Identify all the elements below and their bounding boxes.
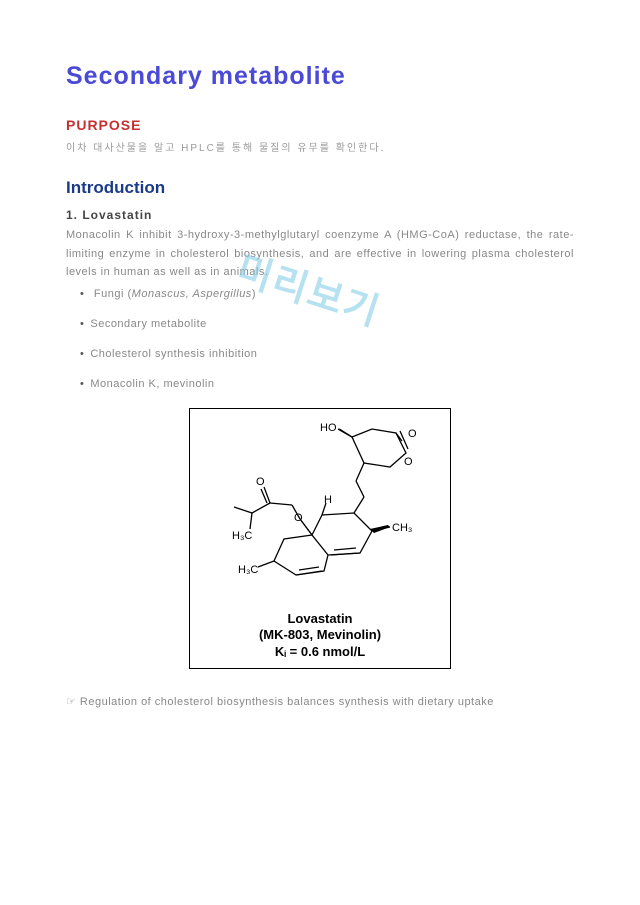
list-item: Fungi (Monascus, Aspergillus) [80,288,574,300]
caption-line: Kᵢ = 0.6 nmol/L [204,644,436,660]
list-item: Cholesterol synthesis inhibition [80,348,574,360]
purpose-heading: PURPOSE [66,117,574,133]
intro-body: Monacolin K inhibit 3-hydroxy-3-methylgl… [66,226,574,282]
caption-line: Lovastatin [204,611,436,627]
chemical-structure: HO O O O O H₃C H₃C CH₃ H [204,419,436,607]
chem-label-ch3: CH₃ [392,522,412,534]
footnote: ☞ Regulation of cholesterol biosynthesis… [66,695,574,708]
figure: HO O O O O H₃C H₃C CH₃ H Lovastatin (MK-… [66,408,574,669]
chem-label-o: O [408,428,417,440]
list-item: Secondary metabolite [80,318,574,330]
page-title: Secondary metabolite [66,62,574,91]
bullet-text: Fungi ( [94,288,132,300]
figure-box: HO O O O O H₃C H₃C CH₃ H Lovastatin (MK-… [189,408,451,669]
chem-label-o: O [404,456,413,468]
purpose-text: 이차 대사산물을 알고 HPLC를 통해 물질의 유무를 확인한다. [66,139,574,154]
bullet-text-italic: Monascus, Aspergillus [132,288,252,300]
document-page: 미리보기 Secondary metabolite PURPOSE 이차 대사산… [0,0,640,905]
list-item: Monacolin K, mevinolin [80,378,574,390]
intro-heading: Introduction [66,178,574,198]
bullet-text: ) [252,288,256,300]
chem-label-h3c: H₃C [232,530,252,542]
chem-label-h3c: H₃C [238,564,258,576]
chem-label-ho: HO [320,422,337,434]
figure-caption: Lovastatin (MK-803, Mevinolin) Kᵢ = 0.6 … [204,611,436,660]
chem-label-h: H [324,494,332,506]
chem-label-o: O [294,512,303,524]
caption-line: (MK-803, Mevinolin) [204,627,436,643]
intro-bullets: Fungi (Monascus, Aspergillus) Secondary … [66,288,574,390]
chem-label-o: O [256,476,265,488]
intro-subheading: 1. Lovastatin [66,208,574,222]
